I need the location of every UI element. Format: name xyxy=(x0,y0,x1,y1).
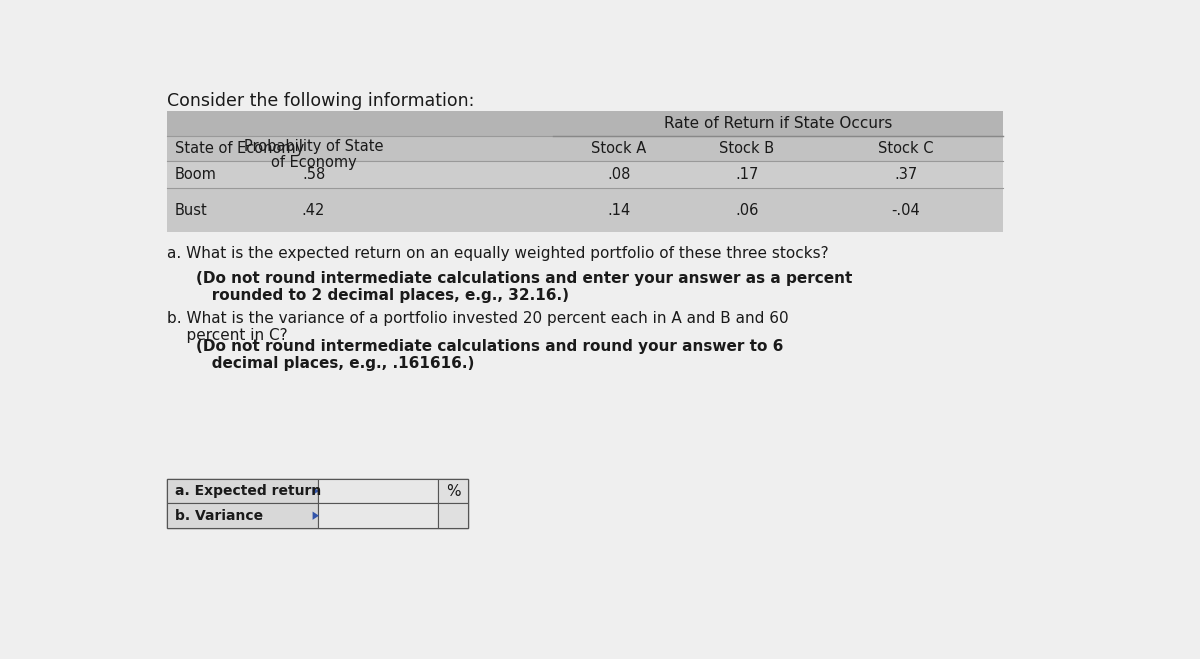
Text: b. Variance: b. Variance xyxy=(175,509,263,523)
FancyBboxPatch shape xyxy=(438,503,468,528)
Text: .58: .58 xyxy=(302,167,325,183)
Text: %: % xyxy=(445,484,461,498)
Text: Rate of Return if State Occurs: Rate of Return if State Occurs xyxy=(664,116,892,131)
Text: Boom: Boom xyxy=(175,167,217,183)
FancyBboxPatch shape xyxy=(167,503,318,528)
FancyBboxPatch shape xyxy=(318,503,438,528)
FancyBboxPatch shape xyxy=(167,111,1002,136)
Text: a. What is the expected return on an equally weighted portfolio of these three s: a. What is the expected return on an equ… xyxy=(167,246,829,261)
Text: Bust: Bust xyxy=(175,203,208,218)
Text: .14: .14 xyxy=(607,203,630,218)
Text: State of Economy: State of Economy xyxy=(175,141,304,156)
Text: a. Expected return: a. Expected return xyxy=(175,484,322,498)
Text: .37: .37 xyxy=(894,167,917,183)
FancyBboxPatch shape xyxy=(318,478,438,503)
Text: of Economy: of Economy xyxy=(271,155,356,170)
Polygon shape xyxy=(312,487,319,495)
Text: Stock C: Stock C xyxy=(878,141,934,156)
FancyBboxPatch shape xyxy=(167,161,1002,188)
FancyBboxPatch shape xyxy=(167,111,1002,233)
Text: (Do not round intermediate calculations and round your answer to 6
   decimal pl: (Do not round intermediate calculations … xyxy=(197,339,784,371)
FancyBboxPatch shape xyxy=(167,136,1002,161)
FancyBboxPatch shape xyxy=(167,478,318,503)
Text: .06: .06 xyxy=(736,203,758,218)
Text: Stock A: Stock A xyxy=(592,141,647,156)
Text: Stock B: Stock B xyxy=(719,141,774,156)
Text: .42: .42 xyxy=(302,203,325,218)
Text: .17: .17 xyxy=(736,167,758,183)
FancyBboxPatch shape xyxy=(438,478,468,503)
Text: (Do not round intermediate calculations and enter your answer as a percent
   ro: (Do not round intermediate calculations … xyxy=(197,271,853,303)
Text: Consider the following information:: Consider the following information: xyxy=(167,92,474,110)
Text: b. What is the variance of a portfolio invested 20 percent each in A and B and 6: b. What is the variance of a portfolio i… xyxy=(167,311,788,343)
Polygon shape xyxy=(312,511,319,520)
FancyBboxPatch shape xyxy=(167,188,1002,233)
Text: Probability of State: Probability of State xyxy=(244,139,383,154)
Text: -.04: -.04 xyxy=(892,203,920,218)
Text: .08: .08 xyxy=(607,167,630,183)
